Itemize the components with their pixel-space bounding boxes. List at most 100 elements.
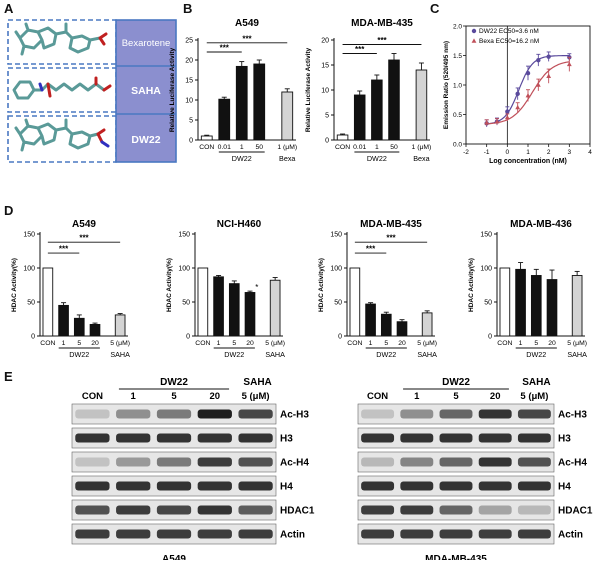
band — [439, 481, 473, 491]
band — [75, 409, 110, 419]
panel-label-e: E — [4, 369, 13, 384]
band — [361, 481, 395, 491]
compound-label-column — [115, 19, 177, 163]
bar — [235, 65, 248, 141]
band — [238, 409, 273, 419]
band — [400, 457, 434, 467]
bar — [380, 313, 392, 337]
bar — [371, 79, 383, 141]
significance-label: * — [255, 283, 258, 292]
x-tick-label: 1 — [519, 340, 523, 347]
y-tick-label: 150 — [330, 232, 342, 239]
band — [517, 505, 551, 515]
protein-label: Ac-H4 — [280, 458, 309, 469]
y-tick-label: 0 — [189, 138, 193, 145]
lane-label: 20 — [210, 391, 221, 402]
band — [156, 409, 192, 419]
band — [75, 529, 110, 539]
y-tick-label: 20 — [321, 38, 329, 45]
y-tick-label: 100 — [480, 266, 492, 273]
legend-marker — [471, 38, 477, 43]
x-tick-label: 3 — [568, 149, 572, 156]
data-point — [546, 54, 551, 59]
x-tick-label: 5 (μM) — [417, 340, 437, 347]
y-axis-label: HDAC Activity(%) — [468, 258, 475, 312]
band — [238, 529, 273, 539]
band — [400, 505, 434, 515]
bar — [499, 267, 511, 337]
group-label: DW22 — [224, 350, 244, 359]
lane-label: 5 — [171, 391, 177, 402]
protein-label: Ac-H3 — [280, 410, 309, 421]
x-tick-label: 1 (μM) — [277, 144, 297, 151]
data-point — [536, 58, 541, 63]
bar — [200, 135, 213, 141]
y-tick-label: 50 — [484, 300, 492, 307]
band — [400, 433, 434, 443]
y-tick-label: 50 — [182, 300, 190, 307]
x-tick-label: CON — [335, 144, 350, 151]
x-tick-label: 20 — [91, 340, 99, 347]
x-tick-label: 1 — [240, 144, 244, 151]
x-tick-label: 1 — [375, 144, 379, 151]
x-tick-label: 20 — [548, 340, 556, 347]
significance-label: *** — [220, 44, 230, 53]
band — [197, 529, 232, 539]
bar — [365, 303, 376, 337]
band — [517, 433, 551, 443]
significance-label: *** — [377, 36, 387, 45]
bar — [388, 59, 400, 141]
y-tick-label: 20 — [185, 58, 193, 65]
y-tick-label: 15 — [321, 63, 329, 70]
bar — [228, 283, 240, 337]
lane-label: 5 (μM) — [242, 391, 270, 402]
data-point — [484, 120, 490, 125]
saha-label: SAHA — [131, 85, 161, 97]
y-tick-label: 10 — [185, 98, 193, 105]
cell-line-label: MDA-MB-435 — [425, 554, 487, 560]
band — [75, 505, 110, 515]
y-tick-label: 1.0 — [453, 82, 462, 89]
band — [361, 457, 395, 467]
x-tick-label: CON — [199, 144, 214, 151]
band — [116, 409, 151, 419]
lane-label: 1 — [131, 391, 137, 402]
x-tick-label: 0.01 — [218, 144, 231, 151]
chart-title: A549 — [72, 219, 96, 230]
lane-label: 5 (μM) — [520, 391, 548, 402]
x-tick-label: 1 — [62, 340, 66, 347]
band — [439, 433, 473, 443]
protein-label: Actin — [558, 530, 583, 541]
saha-structure — [12, 76, 112, 100]
bar — [42, 267, 54, 337]
band — [439, 457, 473, 467]
bar — [421, 312, 433, 337]
data-point — [525, 71, 531, 76]
protein-label: Ac-H3 — [558, 410, 587, 421]
significance-label: *** — [366, 245, 376, 254]
chart-title: MDA-MB-436 — [510, 219, 572, 230]
band — [156, 481, 192, 491]
band — [517, 409, 551, 419]
bar — [253, 63, 266, 141]
x-tick-label: 20 — [246, 340, 254, 347]
group-label: DW22 — [376, 350, 396, 359]
chart-d2: NCI-H460 HDAC Activity(%) 0 50 100 150 CON 1 5 20… — [166, 219, 285, 359]
y-axis-label: HDAC Activity(%) — [166, 258, 173, 312]
y-tick-label: 15 — [185, 78, 193, 85]
group-label: SAHA — [243, 377, 271, 388]
x-tick-label: 5 (μM) — [567, 340, 587, 347]
band — [116, 481, 151, 491]
data-point — [515, 104, 521, 110]
significance-label: *** — [386, 234, 396, 243]
data-point — [494, 118, 500, 124]
y-tick-label: 0 — [338, 334, 342, 341]
x-tick-label: -1 — [484, 149, 490, 156]
y-tick-label: 1.5 — [453, 53, 462, 60]
bexarotene-frame — [7, 19, 117, 65]
x-tick-label: 5 — [232, 340, 236, 347]
band — [197, 481, 232, 491]
panel-a-structures: Bexarotene SAHA DW22 — [7, 19, 177, 163]
legend-label: DW22 EC50=3.6 nM — [479, 28, 539, 35]
lane-label: 20 — [490, 391, 501, 402]
